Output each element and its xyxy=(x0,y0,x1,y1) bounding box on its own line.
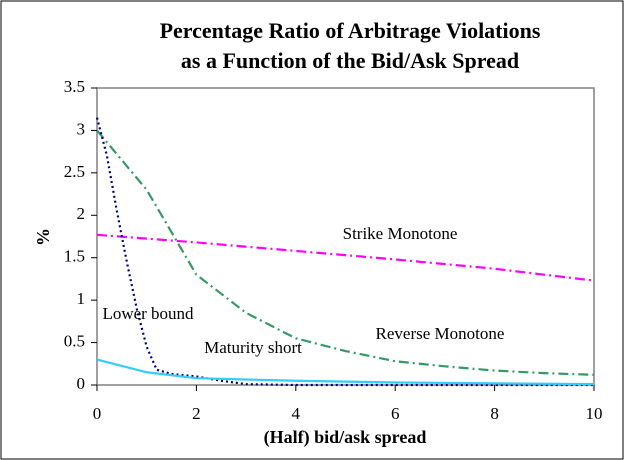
line-series xyxy=(95,117,594,387)
series-label: Reverse Monotone xyxy=(376,324,505,343)
y-tick-label: 3 xyxy=(77,119,86,138)
y-tick-label: 3.5 xyxy=(64,77,85,96)
x-tick-label: 6 xyxy=(391,404,400,423)
x-tick-label: 10 xyxy=(586,404,603,423)
x-tick-label: 8 xyxy=(490,404,499,423)
x-tick-label: 2 xyxy=(192,404,201,423)
chart-title: Percentage Ratio of Arbitrage Violations xyxy=(160,18,541,43)
line-series xyxy=(96,233,595,282)
series-label: Lower bound xyxy=(102,304,194,323)
y-tick-label: 2 xyxy=(77,204,86,223)
series-label: Strike Monotone xyxy=(343,224,458,243)
y-axis-label: % xyxy=(33,228,53,246)
chart-title: as a Function of the Bid/Ask Spread xyxy=(181,48,519,73)
x-axis-label: (Half) bid/ask spread xyxy=(264,427,427,448)
plot-area xyxy=(96,87,595,386)
y-tick-label: 0.5 xyxy=(64,331,85,350)
line-series xyxy=(96,358,595,386)
y-tick-label: 1 xyxy=(77,289,86,308)
line-series xyxy=(96,129,595,376)
x-tick-label: 0 xyxy=(93,404,102,423)
y-tick-label: 2.5 xyxy=(64,162,85,181)
x-tick-label: 4 xyxy=(292,404,301,423)
y-tick-label: 0 xyxy=(77,374,86,393)
series-label: Maturity short xyxy=(204,338,302,357)
y-tick-label: 1.5 xyxy=(64,247,85,266)
